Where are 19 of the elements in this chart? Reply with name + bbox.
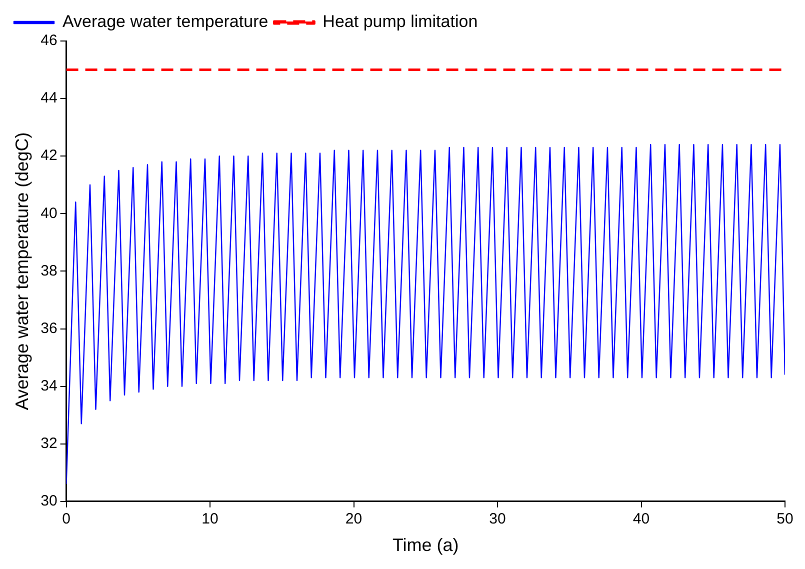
x-tick-label: 0 <box>62 510 70 528</box>
x-axis-title: Time (a) <box>392 535 459 556</box>
x-tick-label: 50 <box>776 510 794 528</box>
y-tick-label: 30 <box>40 492 58 510</box>
y-tick-label: 40 <box>40 204 58 222</box>
legend-label: Average water temperature <box>62 12 268 32</box>
legend-label: Heat pump limitation <box>322 12 478 32</box>
x-tick-label: 10 <box>202 510 218 528</box>
y-tick-label: 42 <box>40 147 58 164</box>
x-tick-label: 30 <box>489 510 506 528</box>
y-tick-label: 36 <box>40 320 58 337</box>
y-tick-label: 46 <box>40 32 58 50</box>
y-tick-label: 32 <box>40 434 58 452</box>
x-tick-label: 40 <box>632 510 650 528</box>
y-tick-label: 38 <box>40 262 58 280</box>
x-tick-label: 20 <box>345 510 362 528</box>
y-axis-title: Average water temperature (degC) <box>12 132 32 410</box>
y-tick-label: 44 <box>40 90 58 107</box>
y-tick-label: 34 <box>40 377 58 394</box>
